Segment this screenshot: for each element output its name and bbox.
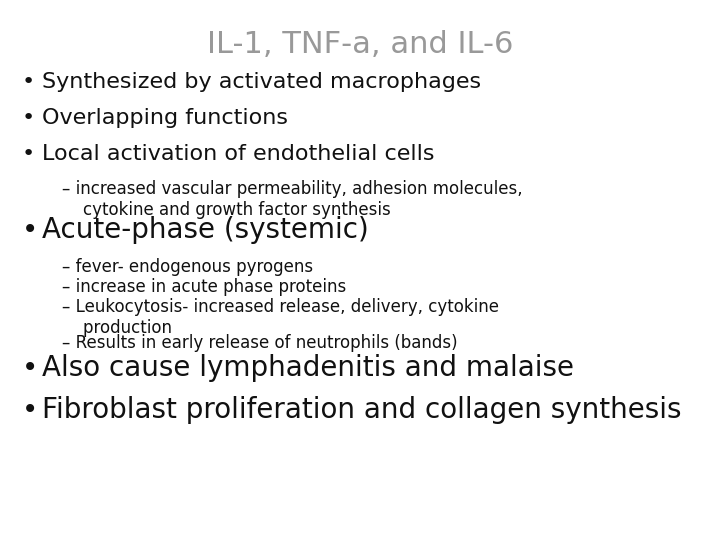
Text: Fibroblast proliferation and collagen synthesis: Fibroblast proliferation and collagen sy…: [42, 396, 682, 424]
Text: •: •: [22, 396, 38, 424]
Text: – increase in acute phase proteins: – increase in acute phase proteins: [62, 278, 346, 296]
Text: •: •: [22, 354, 38, 382]
Text: Local activation of endothelial cells: Local activation of endothelial cells: [42, 144, 434, 164]
Text: Overlapping functions: Overlapping functions: [42, 108, 288, 128]
Text: •: •: [22, 144, 35, 164]
Text: Also cause lymphadenitis and malaise: Also cause lymphadenitis and malaise: [42, 354, 574, 382]
Text: – Leukocytosis- increased release, delivery, cytokine
    production: – Leukocytosis- increased release, deliv…: [62, 298, 499, 337]
Text: Acute-phase (systemic): Acute-phase (systemic): [42, 216, 369, 244]
Text: IL-1, TNF-a, and IL-6: IL-1, TNF-a, and IL-6: [207, 30, 513, 59]
Text: – increased vascular permeability, adhesion molecules,
    cytokine and growth f: – increased vascular permeability, adhes…: [62, 180, 523, 219]
Text: •: •: [22, 108, 35, 128]
Text: – fever- endogenous pyrogens: – fever- endogenous pyrogens: [62, 258, 313, 276]
Text: – Results in early release of neutrophils (bands): – Results in early release of neutrophil…: [62, 334, 458, 352]
Text: •: •: [22, 72, 35, 92]
Text: Synthesized by activated macrophages: Synthesized by activated macrophages: [42, 72, 481, 92]
Text: •: •: [22, 216, 38, 244]
